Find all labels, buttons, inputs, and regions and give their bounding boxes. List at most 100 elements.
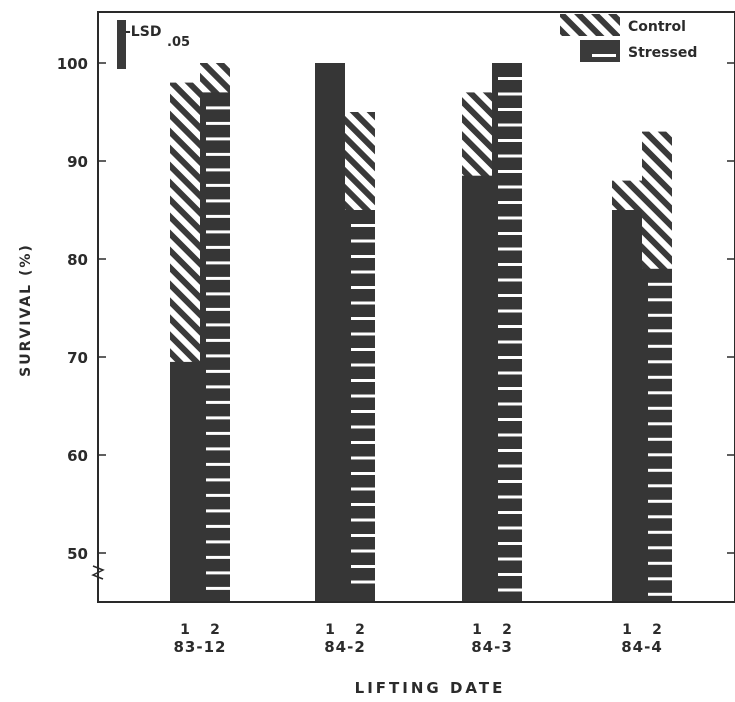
bar-stripe bbox=[648, 499, 672, 503]
bar-stripe bbox=[351, 332, 375, 336]
bar-stripe bbox=[498, 573, 522, 576]
bar-sub-label: 2 bbox=[652, 622, 662, 638]
bar-stripe bbox=[648, 484, 672, 488]
bar-sub-label: 1 bbox=[622, 622, 632, 638]
bar-stressed bbox=[200, 92, 230, 603]
bar-stripe bbox=[648, 360, 672, 364]
bar-stripe bbox=[351, 472, 375, 475]
bar-stripe bbox=[498, 340, 522, 344]
y-tick-label: 50 bbox=[67, 545, 88, 563]
bar-84-3-1 bbox=[462, 92, 492, 603]
bar-stripe bbox=[351, 565, 375, 568]
bar-stripe bbox=[498, 511, 522, 514]
bar-stripe bbox=[206, 493, 230, 497]
group-label: 84-3 bbox=[471, 638, 513, 656]
bar-stripe bbox=[498, 108, 522, 111]
bar-stripe bbox=[206, 447, 230, 451]
bar-stripe bbox=[206, 478, 230, 482]
bar-stripe bbox=[206, 307, 230, 311]
bar-stripe bbox=[648, 344, 672, 348]
y-tick-label: 60 bbox=[67, 447, 88, 465]
bars-layer bbox=[170, 63, 672, 603]
bar-stripe bbox=[351, 317, 375, 320]
bar-84-2-1 bbox=[315, 63, 345, 602]
bar-stripe bbox=[351, 580, 375, 584]
lsd-indicator: -LSD .05 bbox=[117, 20, 190, 69]
legend-item-stressed: Stressed bbox=[580, 40, 697, 62]
bar-stripe bbox=[351, 441, 375, 444]
bar-stripe bbox=[206, 416, 230, 420]
plot-frame bbox=[97, 11, 735, 603]
bar-stripe bbox=[498, 402, 522, 406]
bar-stressed bbox=[170, 361, 200, 602]
bar-stripe bbox=[206, 323, 230, 327]
lsd-label: -LSD bbox=[125, 24, 161, 40]
bar-84-3-2 bbox=[492, 63, 522, 602]
lsd-subscript: .05 bbox=[167, 35, 190, 50]
bar-stressed bbox=[642, 268, 672, 602]
bar-stressed bbox=[462, 175, 492, 602]
bar-stripe bbox=[351, 456, 375, 460]
group-label: 84-4 bbox=[621, 638, 663, 656]
legend-label-control: Control bbox=[628, 19, 686, 35]
bar-stripe bbox=[206, 121, 230, 125]
bar-sub-label: 2 bbox=[502, 622, 512, 638]
bar-stripe bbox=[351, 286, 375, 289]
bar-stripe bbox=[206, 214, 230, 218]
bar-stripe bbox=[206, 540, 230, 544]
bar-stripe bbox=[648, 391, 672, 395]
bar-stripe bbox=[498, 139, 522, 142]
bar-stripe bbox=[206, 400, 230, 404]
bar-stripe bbox=[206, 199, 230, 203]
bar-stripe bbox=[498, 464, 522, 468]
bar-stressed bbox=[612, 210, 642, 602]
legend-stripe bbox=[592, 54, 616, 57]
bar-stripe bbox=[206, 571, 230, 575]
bar-stripe bbox=[498, 92, 522, 96]
bar-stripe bbox=[206, 137, 230, 141]
legend-label-stressed: Stressed bbox=[628, 45, 697, 61]
bar-stripe bbox=[206, 431, 230, 435]
bar-84-2-2 bbox=[345, 112, 375, 602]
bar-stripe bbox=[498, 232, 522, 235]
bar-stripe bbox=[206, 152, 230, 156]
bar-stripe bbox=[498, 588, 522, 592]
legend: Control Stressed bbox=[560, 14, 697, 62]
bar-stripe bbox=[206, 555, 230, 559]
bar-stripe bbox=[498, 278, 522, 282]
bar-stripe bbox=[498, 433, 522, 437]
bar-sub-label: 1 bbox=[325, 622, 335, 638]
bar-stripe bbox=[351, 503, 375, 506]
bar-stripe bbox=[498, 201, 522, 204]
bar-stripe bbox=[498, 294, 522, 297]
bar-stripe bbox=[351, 487, 375, 491]
bar-stripe bbox=[351, 270, 375, 274]
bar-stripe bbox=[498, 309, 522, 313]
bar-stripe bbox=[351, 379, 375, 382]
bar-stripe bbox=[648, 561, 672, 565]
bar-stripe bbox=[351, 518, 375, 522]
bar-stripe bbox=[648, 282, 672, 286]
bar-stripe bbox=[498, 154, 522, 158]
bar-stripe bbox=[648, 406, 672, 410]
bar-stripe bbox=[206, 168, 230, 172]
y-tick-label: 90 bbox=[67, 153, 88, 171]
bar-stripe bbox=[498, 526, 522, 530]
bar-stripe bbox=[206, 276, 230, 280]
bar-stripe bbox=[206, 183, 230, 187]
bar-stripe bbox=[206, 354, 230, 358]
bar-stressed bbox=[492, 63, 522, 602]
bar-stripe bbox=[498, 371, 522, 375]
bar-sub-label: 1 bbox=[180, 622, 190, 638]
bar-stripe bbox=[206, 261, 230, 265]
bar-stripe bbox=[206, 245, 230, 249]
bar-stripe bbox=[498, 263, 522, 266]
bar-stripe bbox=[498, 216, 522, 220]
bar-stripe bbox=[648, 577, 672, 581]
bar-83-12-2 bbox=[200, 63, 230, 603]
legend-item-control: Control bbox=[560, 14, 686, 36]
bar-stripe bbox=[206, 385, 230, 389]
bar-stripe bbox=[648, 298, 672, 302]
bar-stripe bbox=[648, 530, 672, 534]
